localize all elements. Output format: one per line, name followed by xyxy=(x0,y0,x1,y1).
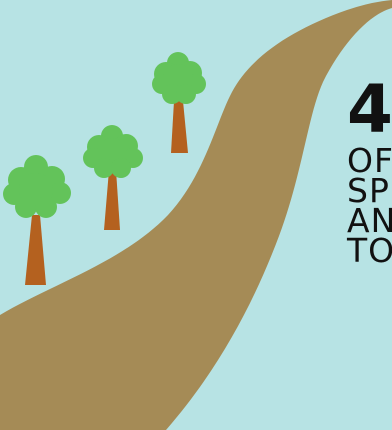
tree-icon xyxy=(152,52,206,153)
headline-line-2: SP xyxy=(347,171,390,210)
headline-line-1: OF xyxy=(347,141,392,180)
headline: 4 OF SP AN TO xyxy=(347,71,392,270)
headline-line-4: TO xyxy=(347,231,392,270)
headline-number: 4 xyxy=(347,71,392,148)
headline-line-3: AN xyxy=(347,201,392,240)
tree-icon xyxy=(83,125,143,230)
tree-icon xyxy=(3,155,71,285)
